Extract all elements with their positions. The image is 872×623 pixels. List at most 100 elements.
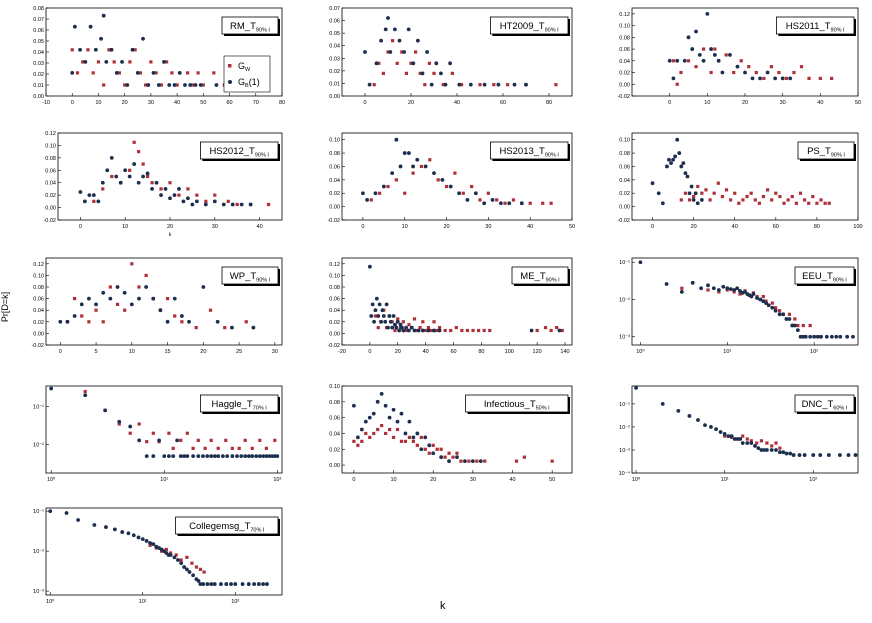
- chart-title-main: ME_T: [520, 271, 546, 282]
- y-tick-label: 0.04: [45, 181, 56, 187]
- point-gw: [451, 455, 455, 459]
- point-gb: [790, 323, 795, 328]
- point-gb: [383, 27, 388, 32]
- point-gb: [83, 393, 88, 398]
- point-gb: [229, 582, 233, 586]
- point-gb: [439, 455, 444, 460]
- point-gw: [488, 328, 492, 333]
- point-gb: [104, 60, 109, 64]
- point-gb: [374, 61, 379, 66]
- point-gw: [137, 422, 141, 426]
- point-gb: [137, 296, 141, 301]
- point-gw: [137, 150, 141, 154]
- point-gb: [712, 53, 717, 57]
- point-gb: [145, 171, 150, 176]
- point-gb: [838, 453, 842, 457]
- point-gb: [369, 314, 374, 318]
- point-gw: [112, 60, 116, 64]
- y-tick-label: 0.04: [329, 431, 340, 437]
- point-gb: [230, 325, 234, 330]
- point-gb: [463, 459, 467, 464]
- legend-marker-gw: [228, 64, 232, 68]
- point-gb: [669, 161, 673, 166]
- point-gw: [706, 288, 710, 292]
- x-tick-label: 80: [478, 349, 484, 355]
- panel-x-label: k: [169, 232, 172, 238]
- point-gw: [671, 59, 676, 63]
- x-tick-label: 40: [732, 224, 738, 230]
- point-gw: [117, 422, 121, 426]
- point-gw: [164, 547, 168, 552]
- point-gb: [679, 164, 684, 169]
- chart-title: Collegemsg_T70% I: [189, 521, 265, 534]
- chart-title-sub: 90% I: [831, 153, 846, 159]
- x-tick-label: 30: [470, 477, 476, 483]
- point-gw: [486, 191, 490, 195]
- point-gw: [80, 314, 84, 318]
- x-axis-label: k: [440, 600, 446, 612]
- point-gb: [709, 425, 713, 429]
- point-gb: [524, 82, 528, 87]
- point-gb: [402, 151, 407, 155]
- point-gb: [387, 314, 392, 318]
- point-gb: [198, 83, 203, 87]
- point-gb: [196, 454, 201, 459]
- point-gw: [352, 439, 356, 443]
- chart-title-main: Infectious_T: [484, 399, 536, 410]
- point-gw: [244, 320, 248, 324]
- point-gb: [735, 64, 740, 69]
- point-gb: [171, 454, 176, 459]
- point-gb: [815, 334, 820, 339]
- point-gw: [148, 543, 152, 547]
- point-gw: [378, 191, 382, 195]
- point-gw: [712, 191, 716, 195]
- y-tick-label: 0.03: [33, 61, 44, 67]
- point-gb: [367, 82, 372, 87]
- x-tick-label: 50: [200, 100, 206, 106]
- point-gw: [133, 48, 137, 52]
- point-gb: [679, 289, 684, 294]
- point-gb: [384, 302, 389, 307]
- point-gb: [215, 319, 220, 324]
- point-gb: [391, 314, 396, 318]
- point-gb: [167, 454, 171, 459]
- point-gb: [373, 191, 378, 196]
- point-gb: [154, 180, 159, 185]
- point-gw: [144, 273, 148, 277]
- point-gw: [470, 184, 474, 189]
- point-gw: [807, 76, 811, 80]
- point-gw: [404, 71, 408, 75]
- point-gw: [170, 71, 174, 75]
- point-gb: [420, 328, 425, 333]
- point-gb: [650, 181, 655, 186]
- x-tick-label: 10: [402, 224, 408, 230]
- point-gb: [482, 201, 487, 206]
- point-gw: [802, 198, 807, 202]
- point-gb: [101, 13, 106, 18]
- point-gw: [391, 435, 396, 440]
- point-gb: [403, 431, 408, 436]
- point-gb: [381, 184, 386, 189]
- y-tick-label: -0.02: [327, 343, 340, 349]
- point-gw: [535, 328, 539, 333]
- point-gb: [470, 459, 475, 464]
- point-gw: [179, 438, 183, 442]
- point-gb: [423, 164, 428, 169]
- y-tick-label: 0.02: [33, 320, 44, 326]
- x-tick-label: 10²: [809, 477, 817, 483]
- point-gb: [135, 71, 140, 75]
- point-gw: [467, 459, 471, 463]
- y-tick-label: 0.10: [619, 138, 630, 144]
- x-tick-label: 30: [272, 349, 278, 355]
- point-gb: [427, 443, 432, 448]
- point-gw: [177, 193, 181, 197]
- point-gw: [471, 328, 475, 333]
- point-gw: [808, 323, 812, 328]
- chart-title-main: HT2009_T: [500, 21, 545, 32]
- point-gb: [243, 454, 248, 459]
- point-gb: [96, 199, 101, 204]
- point-gb: [83, 60, 88, 64]
- point-gb: [407, 151, 411, 155]
- point-gb: [381, 314, 386, 318]
- point-gw: [429, 328, 433, 333]
